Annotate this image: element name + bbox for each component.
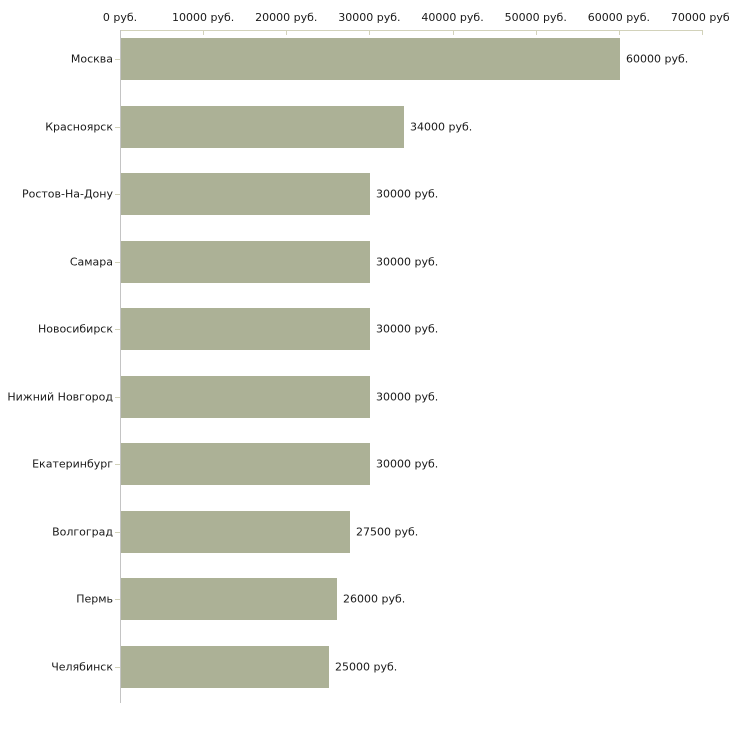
category-label: Екатеринбург <box>32 457 113 471</box>
x-tick-mark <box>702 30 703 35</box>
category-tick-mark <box>115 261 120 263</box>
category-label: Самара <box>69 255 113 268</box>
category-tick-mark <box>115 59 120 60</box>
category-tick-mark <box>115 531 120 533</box>
category-tick-mark <box>115 126 120 128</box>
x-tick-label: 30000 руб. <box>338 11 401 24</box>
x-tick-mark <box>452 30 454 35</box>
category-label: Нижний Новгород <box>7 390 113 403</box>
value-label: 60000 руб. <box>626 52 689 66</box>
bar <box>121 308 370 350</box>
x-tick-label: 10000 руб. <box>172 11 235 24</box>
value-label: 34000 руб. <box>410 120 473 133</box>
category-label: Новосибирск <box>37 322 113 336</box>
value-label: 30000 руб. <box>376 322 439 336</box>
category-label: Ростов-На-Дону <box>21 187 113 201</box>
category-label: Волгоград <box>52 525 113 538</box>
value-label: 30000 руб. <box>376 255 439 268</box>
category-label: Челябинск <box>51 660 113 673</box>
x-tick-label: 20000 руб. <box>255 11 318 24</box>
x-tick-label: 0 руб. <box>102 11 138 24</box>
x-tick-label: 40000 руб. <box>421 11 484 24</box>
category-tick-mark <box>115 599 120 600</box>
value-label: 30000 руб. <box>376 457 439 471</box>
bar <box>121 443 370 485</box>
x-tick-label: 50000 руб. <box>504 11 567 24</box>
category-tick-mark <box>115 666 120 668</box>
bar <box>121 105 404 148</box>
category-label: Москва <box>70 52 113 66</box>
bar <box>121 38 620 80</box>
x-tick-mark <box>618 30 620 35</box>
bar <box>121 240 370 283</box>
x-tick-mark <box>203 30 205 35</box>
bar <box>121 375 370 418</box>
value-label: 30000 руб. <box>376 187 439 201</box>
bar <box>121 645 329 688</box>
category-tick-mark <box>115 396 120 398</box>
value-label: 26000 руб. <box>343 592 406 606</box>
value-label: 27500 руб. <box>356 525 419 538</box>
bar <box>121 510 350 553</box>
bar <box>121 173 370 215</box>
x-tick-label: 70000 руб. <box>670 11 730 24</box>
x-tick-label: 60000 руб. <box>587 11 650 24</box>
category-tick-mark <box>115 194 120 195</box>
category-label: Пермь <box>76 592 113 606</box>
bar <box>121 578 337 620</box>
x-tick-mark <box>535 30 537 35</box>
x-tick-mark <box>286 30 288 35</box>
x-axis-line <box>120 30 702 31</box>
value-label: 30000 руб. <box>376 390 439 403</box>
y-axis-line <box>120 30 121 703</box>
category-tick-mark <box>115 464 120 465</box>
category-tick-mark <box>115 329 120 330</box>
x-tick-mark <box>369 30 371 35</box>
value-label: 25000 руб. <box>335 660 398 673</box>
category-label: Красноярск <box>45 120 113 133</box>
